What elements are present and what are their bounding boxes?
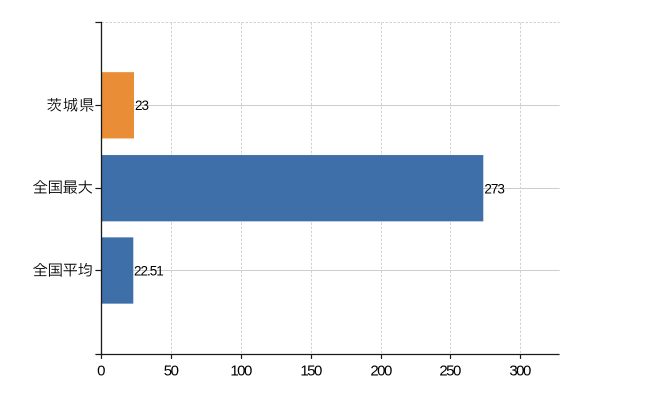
svg-text:150: 150 xyxy=(300,362,322,379)
svg-text:300: 300 xyxy=(509,362,531,379)
svg-text:200: 200 xyxy=(370,362,392,379)
svg-text:100: 100 xyxy=(230,362,252,379)
svg-text:273: 273 xyxy=(484,181,504,196)
svg-text:50: 50 xyxy=(164,362,179,379)
svg-text:0: 0 xyxy=(97,362,105,379)
svg-text:23: 23 xyxy=(135,98,149,113)
svg-text:22.51: 22.51 xyxy=(134,263,163,278)
svg-text:250: 250 xyxy=(439,362,461,379)
